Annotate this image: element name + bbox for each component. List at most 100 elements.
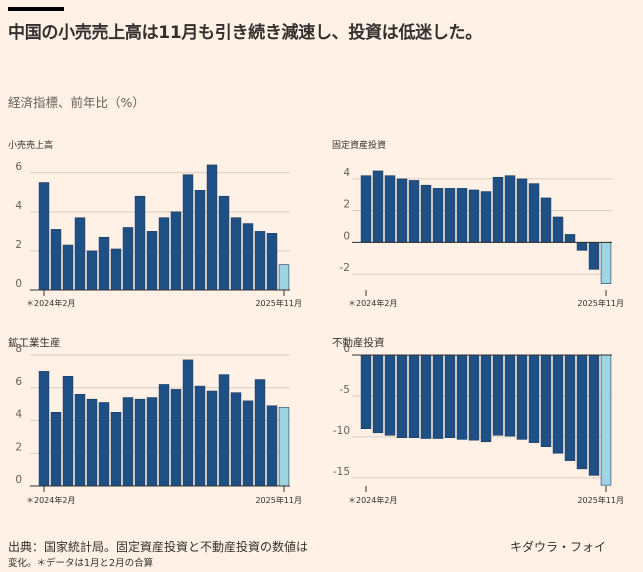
property-bar <box>420 354 432 439</box>
property-bar <box>540 354 552 447</box>
property-ytick-label: 0 <box>343 343 350 355</box>
industrial-bar <box>62 375 74 487</box>
industrial-bar <box>218 374 230 487</box>
industrial-bar <box>194 385 206 487</box>
retail-bar <box>146 231 158 291</box>
retail-bar <box>218 195 230 291</box>
property-bar <box>456 354 468 440</box>
property-bar <box>468 354 480 441</box>
industrial-ytick-label: 8 <box>15 343 22 355</box>
retail-bar <box>206 164 218 291</box>
retail-bar <box>50 229 62 291</box>
industrial-bar <box>206 390 218 487</box>
credit-text: キダウラ・フォイ <box>510 540 607 554</box>
retail-xlabel-start: ＊2024年2月 <box>26 298 75 308</box>
property-bar <box>396 354 408 438</box>
retail-ytick-label: 6 <box>15 161 22 173</box>
fai-bar <box>516 178 528 243</box>
retail-bar <box>266 233 278 291</box>
source-text: 出典：国家統計局。固定資産投資と不動産投資の数値は <box>8 540 309 554</box>
property-ytick-label: -10 <box>333 425 350 437</box>
retail-bar <box>38 182 50 291</box>
retail-bar <box>170 211 182 291</box>
retail-bar <box>182 174 194 291</box>
fai-bar <box>588 242 600 270</box>
property-bar <box>492 354 504 436</box>
industrial-bar <box>278 407 290 487</box>
property-bar <box>588 354 600 476</box>
retail-xlabel-end: 2025年11月 <box>255 298 302 308</box>
fai-xlabel-end: 2025年11月 <box>577 298 624 308</box>
industrial-bar <box>158 384 170 487</box>
property-xlabel-end: 2025年11月 <box>577 495 624 505</box>
fai-bar <box>492 176 504 243</box>
fai-bar <box>372 170 384 243</box>
property-bar <box>432 354 444 439</box>
property-ytick-label: -15 <box>333 466 350 478</box>
panel-title-industrial: 鉱工業生産 <box>8 337 61 349</box>
fai-ytick-label: -2 <box>340 262 350 274</box>
industrial-xlabel-end: 2025年11月 <box>255 495 302 505</box>
brand-bar <box>8 7 64 11</box>
property-bar <box>516 354 528 440</box>
retail-bar <box>110 248 122 291</box>
fai-ytick-label: 0 <box>343 230 350 242</box>
industrial-ytick-label: 2 <box>15 441 22 453</box>
property-bar <box>576 354 588 470</box>
fai-bar <box>528 183 540 243</box>
retail-bar <box>74 217 86 291</box>
industrial-bar <box>74 393 86 487</box>
property-ytick-label: -5 <box>340 384 350 396</box>
property-bar <box>372 354 384 434</box>
retail-bar <box>98 236 110 291</box>
property-xlabel-start: ＊2024年2月 <box>348 495 397 505</box>
property-bar <box>384 354 396 436</box>
property-bar <box>360 354 372 429</box>
fai-bar <box>600 242 612 284</box>
industrial-ytick-label: 6 <box>15 376 22 388</box>
industrial-bar <box>254 379 266 487</box>
fai-bar <box>456 188 468 243</box>
fai-xlabel-start: ＊2024年2月 <box>348 298 397 308</box>
industrial-bar <box>266 405 278 487</box>
industrial-bar <box>110 412 122 487</box>
industrial-ytick-label: 0 <box>15 474 22 486</box>
retail-bar <box>86 250 98 291</box>
fai-bar <box>480 191 492 243</box>
retail-ytick-label: 2 <box>15 239 22 251</box>
property-bar <box>444 354 456 438</box>
fai-bar <box>420 184 432 243</box>
property-bar <box>528 354 540 443</box>
fai-bar <box>468 189 480 243</box>
fai-bar <box>384 175 396 243</box>
industrial-bar <box>242 400 254 487</box>
fai-bar <box>552 216 564 243</box>
industrial-bar <box>170 389 182 487</box>
retail-ytick-label: 0 <box>15 278 22 290</box>
retail-bar <box>254 231 266 291</box>
panel-title-retail: 小売売上高 <box>8 141 54 151</box>
property-bar <box>600 354 612 486</box>
fai-bar <box>564 234 576 243</box>
retail-bar <box>278 264 290 291</box>
industrial-bar <box>38 371 50 487</box>
industrial-bar <box>98 402 110 487</box>
fai-ytick-label: 2 <box>343 199 350 211</box>
note-text: 変化。＊データは1月と2月の合算 <box>8 558 154 569</box>
industrial-bar <box>122 397 134 487</box>
property-bar <box>504 354 516 437</box>
fai-bar <box>540 197 552 243</box>
industrial-bar <box>86 398 98 487</box>
fai-bar <box>576 242 588 251</box>
industrial-ytick-label: 4 <box>15 409 22 421</box>
fai-bar <box>432 188 444 243</box>
headline: 中国の小売売上高は11月も引き続き減速し、投資は低迷した。 <box>8 23 482 43</box>
fai-bar <box>504 175 516 243</box>
industrial-bar <box>182 359 194 487</box>
retail-bar <box>134 195 146 291</box>
property-bar <box>408 354 420 438</box>
fai-ytick-label: 4 <box>343 167 350 179</box>
fai-bar <box>396 178 408 243</box>
property-bar <box>552 354 564 454</box>
